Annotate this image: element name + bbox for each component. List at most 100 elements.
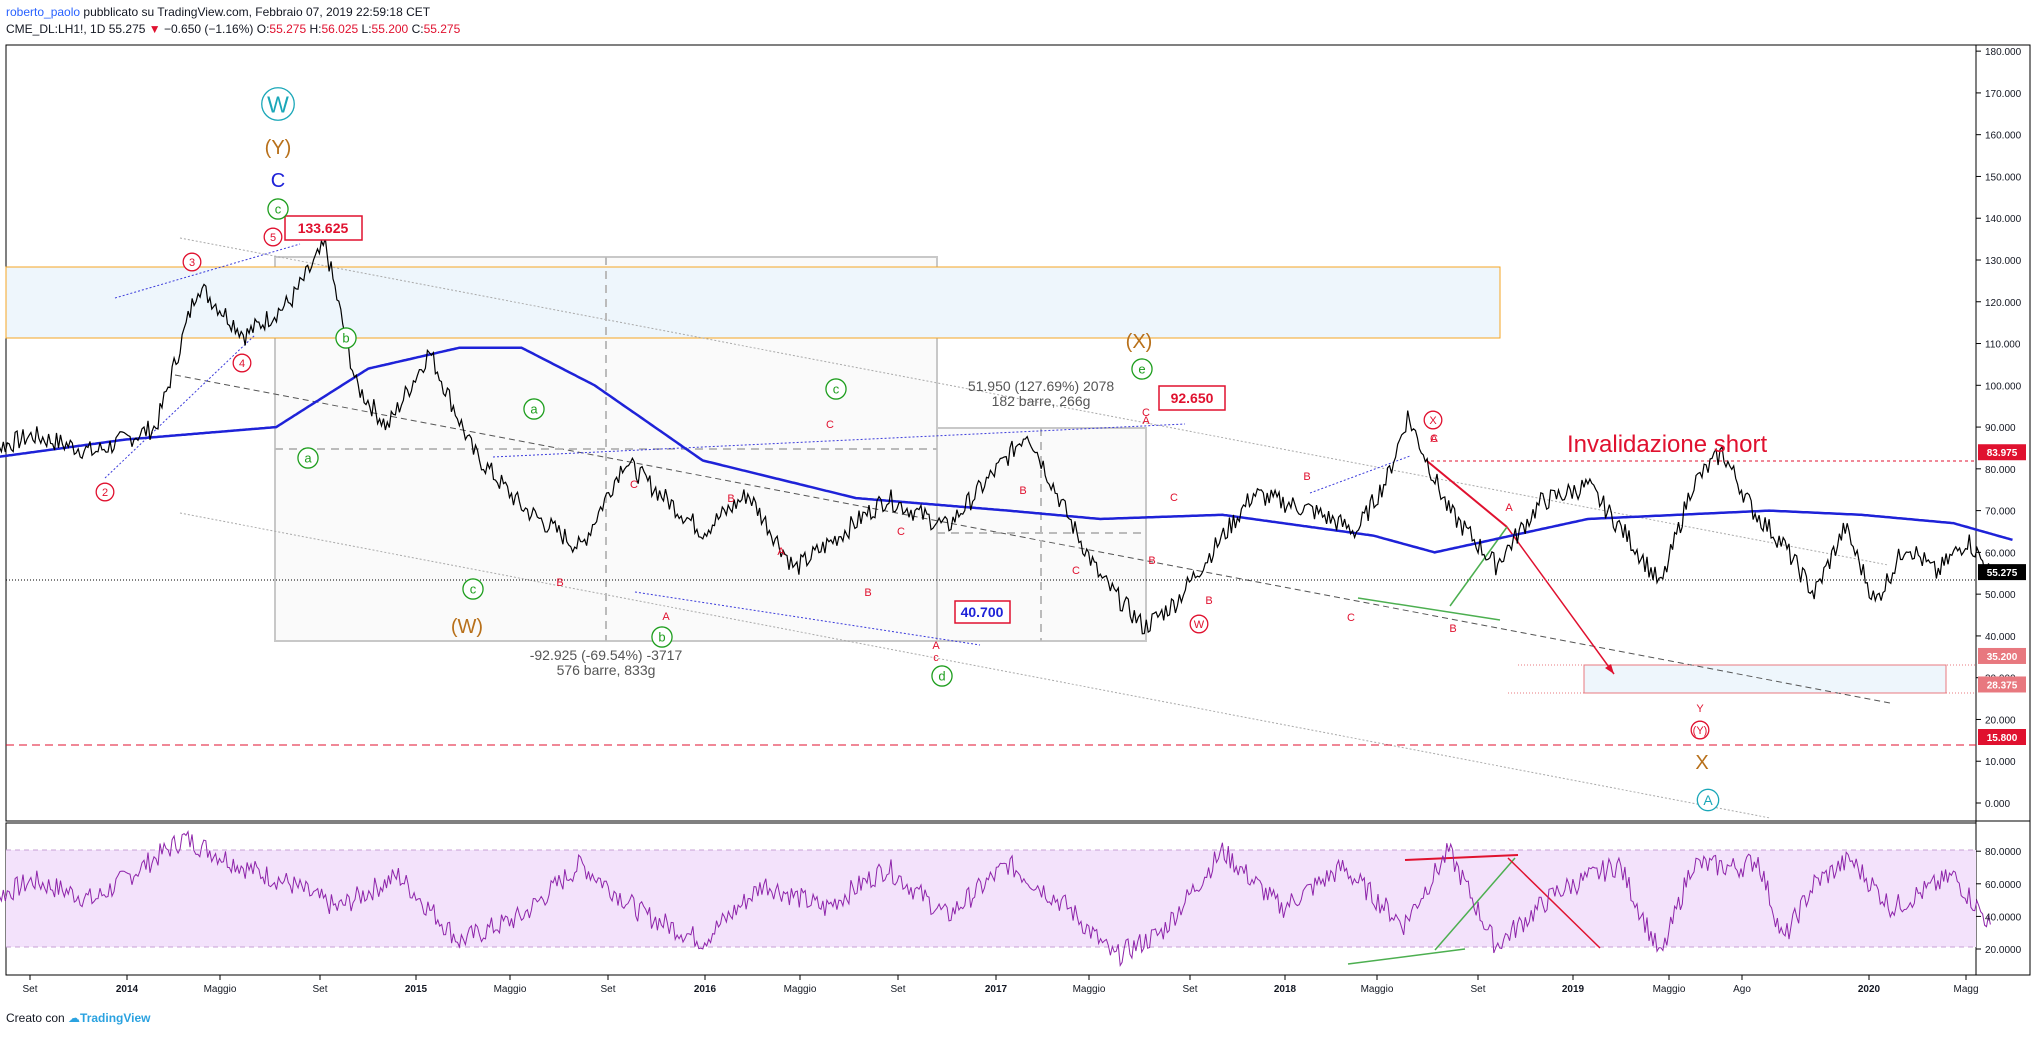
green-up-arrow: [1449, 526, 1508, 607]
wave-label: 4: [239, 358, 245, 370]
wave-label: C: [1072, 565, 1080, 577]
rsi-green-line: [1347, 948, 1466, 965]
x-axis-ticks: Set 2014 Maggio Set 2015 Maggio Set 2016 Maggio S…: [22, 975, 1979, 995]
price-tag: [1978, 729, 2026, 746]
publish-date: pubblicato su TradingView.com, Febbraio …: [83, 5, 431, 19]
blue-dot-line-5: [1309, 455, 1411, 494]
wave-label: A: [1703, 792, 1713, 808]
wave-label: A: [1142, 415, 1150, 427]
channel-upper: [179, 237, 1889, 566]
x-tick-label: Maggio: [1653, 984, 1686, 995]
x-tick-label: Set: [312, 984, 327, 995]
wave-label: c: [933, 652, 939, 664]
price-tag-label: 15.800: [1987, 733, 2018, 744]
wave-label: C: [1142, 407, 1150, 419]
wave-label: (Y): [265, 137, 292, 159]
wave-label: C: [826, 419, 834, 431]
price-tag: [1978, 647, 2026, 664]
publish-info: roberto_paolo pubblicato su TradingView.…: [6, 5, 430, 19]
y-tick-label: 90.000: [1985, 423, 2016, 434]
wave-label: A: [1430, 433, 1438, 445]
wave-label: B: [1019, 485, 1026, 497]
tradingview-logo-icon[interactable]: ☁: [68, 1011, 81, 1025]
y-tick-label: 10.000: [1985, 757, 2016, 768]
rsi-band: [6, 850, 1976, 947]
high-value: 56.025: [321, 22, 359, 36]
x-tick-label: Maggio: [204, 984, 237, 995]
x-tick-label: Maggio: [784, 984, 817, 995]
svg-text:92.650: 92.650: [1171, 390, 1214, 406]
down-arrow-icon: ▼: [148, 22, 161, 36]
y-tick-label: 140.000: [1985, 214, 2022, 225]
x-tick-label: 2016: [694, 984, 717, 995]
price-tags: 83.975 55.275 35.200 28.375 15.800: [1978, 444, 2026, 746]
wave-label-circle: [651, 626, 673, 648]
low-value: 55.200: [371, 22, 409, 36]
wave-label: (Y): [1693, 725, 1708, 737]
y-tick-label: 70.000: [1985, 507, 2016, 518]
callout-high[interactable]: 133.625: [284, 215, 363, 241]
measure-1-text-a: -92.925 (-69.54%) -3717: [530, 647, 683, 663]
x-tick-label: Set: [600, 984, 615, 995]
y-tick-label: 80.000: [1985, 465, 2016, 476]
rsi-tick-label: 40.0000: [1985, 912, 2022, 923]
price-tag-label: 55.275: [1987, 568, 2018, 579]
wave-label-circle: [825, 378, 847, 400]
y-tick-label: 180.000: [1985, 47, 2022, 58]
blue-dot-line-3: [492, 423, 1186, 458]
blue-dot-line-1: [114, 243, 301, 299]
wave-label: C: [1170, 492, 1178, 504]
footer: Creato con ☁TradingView: [6, 1011, 151, 1025]
wave-label: d: [938, 669, 945, 684]
wave-label: a: [304, 451, 312, 466]
x-tick-label: 2017: [985, 984, 1008, 995]
callout-mid[interactable]: 92.650: [1158, 385, 1226, 411]
callout-low[interactable]: 40.700: [954, 600, 1011, 624]
measure-1-text-b: 576 barre, 833g: [557, 662, 656, 678]
wave-label-circle: [261, 87, 295, 121]
wave-label-circle: [523, 398, 545, 420]
symbol-name: CME_DL:LH1!, 1D: [6, 22, 106, 36]
wave-label: C: [1347, 612, 1355, 624]
rsi-red-line: [1404, 854, 1519, 861]
wave-label: c: [275, 202, 282, 217]
wave-label-circle: [1696, 788, 1720, 812]
y-tick-label: 120.000: [1985, 298, 2022, 309]
invalidation-text: Invalidazione short: [1567, 431, 1767, 458]
wave-label: B: [1148, 555, 1155, 567]
wave-label-circle: [232, 353, 252, 373]
price-tag-label: 83.975: [1987, 448, 2018, 459]
wave-label-circle: [1131, 358, 1153, 380]
x-tick-label: Set: [890, 984, 905, 995]
rsi-tick-label: 20.0000: [1985, 945, 2022, 956]
author-link[interactable]: roberto_paolo: [6, 5, 81, 19]
rsi-line: [0, 829, 1991, 967]
x-tick-label: Magg: [1953, 984, 1978, 995]
y-tick-label: 150.000: [1985, 172, 2022, 183]
wave-label-circle: [1189, 614, 1209, 634]
wave-label: X: [1429, 415, 1437, 427]
x-tick-label: 2018: [1274, 984, 1297, 995]
moving-average-line: [0, 346, 2013, 554]
wave-label: 2: [102, 487, 108, 499]
red-target-arrow: [1426, 460, 1508, 528]
svg-text:133.625: 133.625: [298, 220, 349, 236]
measure-2-text-b: 182 barre, 266g: [992, 393, 1091, 409]
wave-label-circle: [182, 252, 202, 272]
price-tag-label: 35.200: [1987, 652, 2018, 663]
price-tag: [1978, 444, 2026, 461]
price-tag: [1978, 564, 2026, 581]
y-tick-label: 160.000: [1985, 131, 2022, 142]
last-price: 55.275: [108, 22, 146, 36]
tradingview-brand[interactable]: TradingView: [80, 1011, 151, 1025]
wave-label-circle: [267, 198, 289, 220]
wave-label: B: [864, 587, 871, 599]
wave-label: c: [833, 382, 840, 397]
measure-2-text-a: 51.950 (127.69%) 2078: [968, 378, 1115, 394]
wave-label: C: [1430, 433, 1438, 445]
y-tick-label: 100.000: [1985, 381, 2022, 392]
high-label: H:: [309, 22, 322, 36]
wave-label: C: [271, 170, 285, 192]
y-tick-label: 60.000: [1985, 548, 2016, 559]
